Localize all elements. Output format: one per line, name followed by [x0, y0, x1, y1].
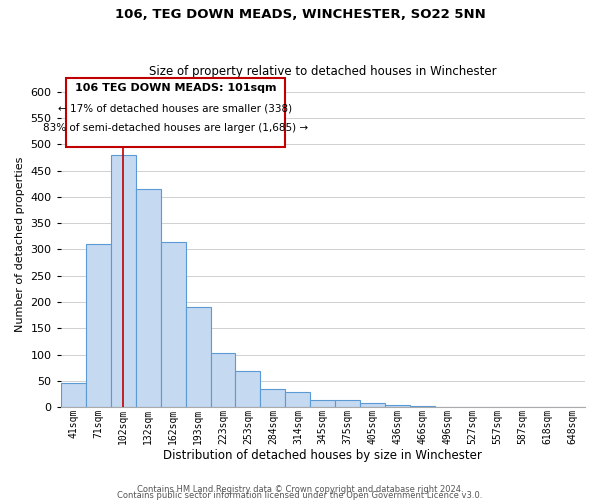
X-axis label: Distribution of detached houses by size in Winchester: Distribution of detached houses by size …: [163, 450, 482, 462]
Bar: [161, 242, 185, 408]
Bar: [410, 406, 435, 408]
Text: 106, TEG DOWN MEADS, WINCHESTER, SO22 5NN: 106, TEG DOWN MEADS, WINCHESTER, SO22 5N…: [115, 8, 485, 20]
Bar: [86, 244, 110, 408]
Bar: [185, 307, 211, 408]
Title: Size of property relative to detached houses in Winchester: Size of property relative to detached ho…: [149, 66, 497, 78]
Bar: [435, 407, 460, 408]
Text: Contains HM Land Registry data © Crown copyright and database right 2024.: Contains HM Land Registry data © Crown c…: [137, 484, 463, 494]
Bar: [136, 190, 161, 408]
Bar: [260, 389, 286, 407]
Bar: [385, 405, 410, 407]
Bar: [335, 400, 361, 407]
Bar: [61, 383, 86, 407]
FancyBboxPatch shape: [66, 78, 286, 147]
Bar: [235, 371, 260, 408]
Text: Contains public sector information licensed under the Open Government Licence v3: Contains public sector information licen…: [118, 490, 482, 500]
Text: 83% of semi-detached houses are larger (1,685) →: 83% of semi-detached houses are larger (…: [43, 124, 308, 134]
Bar: [211, 352, 235, 408]
Bar: [110, 154, 136, 408]
Bar: [286, 392, 310, 407]
Bar: [560, 407, 585, 408]
Y-axis label: Number of detached properties: Number of detached properties: [15, 156, 25, 332]
Text: 106 TEG DOWN MEADS: 101sqm: 106 TEG DOWN MEADS: 101sqm: [75, 83, 277, 93]
Bar: [361, 402, 385, 407]
Text: ← 17% of detached houses are smaller (338): ← 17% of detached houses are smaller (33…: [58, 104, 293, 114]
Bar: [310, 400, 335, 407]
